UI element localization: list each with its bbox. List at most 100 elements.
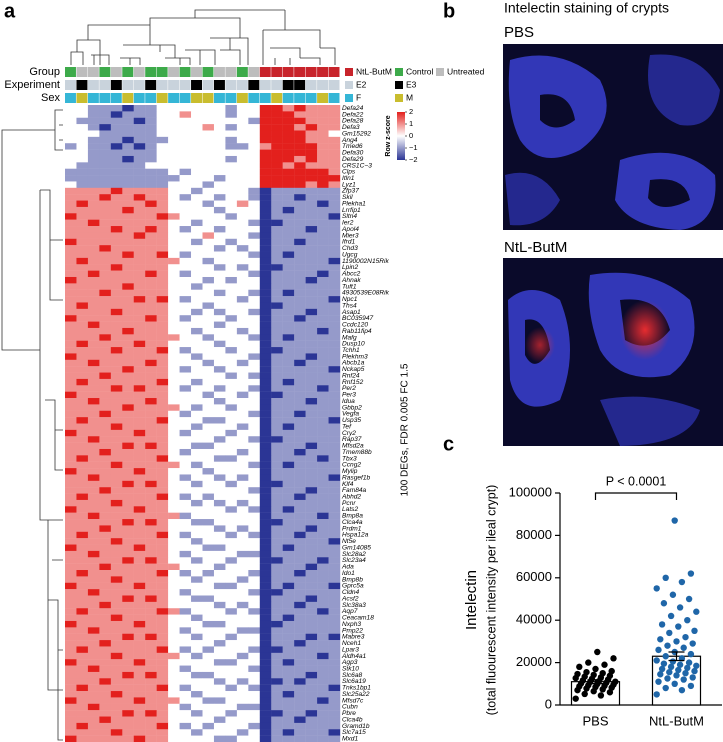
heatmap-cell	[202, 308, 215, 316]
heatmap-cell	[225, 659, 238, 666]
heatmap-cell	[110, 219, 123, 227]
heatmap-cell	[236, 499, 249, 507]
heatmap-cell	[305, 162, 318, 169]
heatmap-cell	[225, 181, 238, 189]
heatmap-cell	[202, 442, 215, 450]
heatmap-cell	[145, 289, 157, 297]
annotation-cell	[110, 93, 122, 103]
heatmap-cell	[236, 620, 249, 628]
heatmap-cell	[76, 729, 89, 736]
heatmap-cell	[87, 251, 100, 259]
heatmap-cell	[202, 398, 215, 405]
heatmap-cell	[271, 385, 283, 392]
heatmap-cell	[202, 620, 215, 628]
heatmap-cell	[271, 404, 283, 411]
heatmap-cell	[259, 703, 272, 711]
heatmap-cell	[328, 646, 341, 654]
heatmap-cell	[145, 410, 157, 418]
heatmap-cell	[110, 550, 123, 558]
heatmap-cell	[179, 722, 192, 730]
row-label: Cldn4	[342, 589, 360, 596]
heatmap-cell	[236, 226, 249, 233]
heatmap-cell	[99, 194, 112, 201]
heatmap-cell	[259, 563, 272, 571]
heatmap-cell	[179, 194, 192, 201]
heatmap-cell	[317, 315, 329, 322]
heatmap-cell	[305, 455, 318, 462]
heatmap-cell	[213, 582, 226, 590]
heatmap-cell	[271, 448, 283, 456]
heatmap-cell	[145, 187, 157, 195]
heatmap-cell	[191, 640, 203, 647]
heatmap-cell	[87, 353, 100, 360]
heatmap-cell	[248, 544, 260, 552]
heatmap-cell	[65, 111, 77, 118]
heatmap-cell	[225, 398, 238, 405]
heatmap-cell	[328, 251, 341, 259]
heatmap-cell	[259, 716, 272, 724]
heatmap-cell	[213, 627, 226, 634]
heatmap-cell	[236, 480, 249, 488]
heatmap-cell	[99, 620, 112, 628]
heatmap-cell	[76, 589, 89, 596]
heatmap-cell	[191, 385, 203, 392]
heatmap-cell	[99, 391, 112, 399]
heatmap-cell	[99, 105, 112, 112]
heatmap-cell	[179, 327, 192, 335]
heatmap-cell	[225, 665, 238, 673]
row-label: Ido1	[342, 570, 355, 577]
row-label: Lpin2	[342, 264, 358, 271]
heatmap-cell	[305, 678, 318, 685]
heatmap-cell	[236, 321, 249, 329]
row-label: 1190002N15Rik	[342, 258, 390, 265]
heatmap-cell	[236, 347, 249, 354]
heatmap-cell	[248, 251, 260, 259]
heatmap-cell	[99, 646, 112, 654]
annotation-cell	[236, 93, 248, 103]
heatmap-cell	[248, 385, 260, 392]
heatmap-cell	[213, 512, 226, 520]
heatmap-cell	[236, 595, 249, 603]
heatmap-cell	[99, 729, 112, 736]
heatmap-cell	[259, 601, 272, 609]
heatmap-cell	[259, 506, 272, 513]
heatmap-cell	[202, 646, 215, 654]
heatmap-cell	[202, 353, 215, 360]
heatmap-cell	[87, 640, 100, 647]
heatmap-cell	[328, 729, 341, 736]
heatmap-cell	[76, 442, 89, 450]
heatmap-cell	[191, 245, 203, 252]
heatmap-cell	[99, 550, 112, 558]
row-label: Ifrd1	[342, 239, 356, 246]
heatmap-cell	[99, 448, 112, 456]
heatmap-cell	[328, 614, 341, 622]
heatmap-cell	[248, 353, 260, 360]
heatmap-cell	[236, 238, 249, 246]
heatmap-cell	[133, 735, 146, 742]
heatmap-cell	[271, 633, 283, 641]
heatmap-cell	[168, 366, 180, 373]
heatmap-cell	[282, 538, 295, 545]
heatmap-cell	[65, 289, 77, 297]
heatmap-cell	[282, 315, 295, 322]
annotation-cell	[110, 80, 122, 90]
heatmap-cell	[213, 570, 226, 577]
heatmap-cell	[225, 691, 238, 698]
heatmap-cell	[259, 595, 272, 603]
heatmap-cell	[179, 633, 192, 641]
heatmap-cell	[65, 506, 77, 513]
heatmap-cell	[282, 716, 295, 724]
heatmap-cell	[282, 372, 295, 380]
heatmap-cell	[248, 289, 260, 297]
row-label: Asap1	[341, 309, 361, 316]
heatmap-cell	[99, 168, 112, 176]
row-label: Rasgef1b	[342, 474, 371, 481]
heatmap-cell	[248, 245, 260, 252]
heatmap-cell	[191, 493, 203, 501]
heatmap-cell	[328, 111, 341, 118]
heatmap-cell	[259, 130, 272, 138]
heatmap-cell	[65, 627, 77, 634]
heatmap-cell	[87, 684, 100, 692]
heatmap-cell	[145, 105, 157, 112]
heatmap-cell	[317, 385, 329, 392]
